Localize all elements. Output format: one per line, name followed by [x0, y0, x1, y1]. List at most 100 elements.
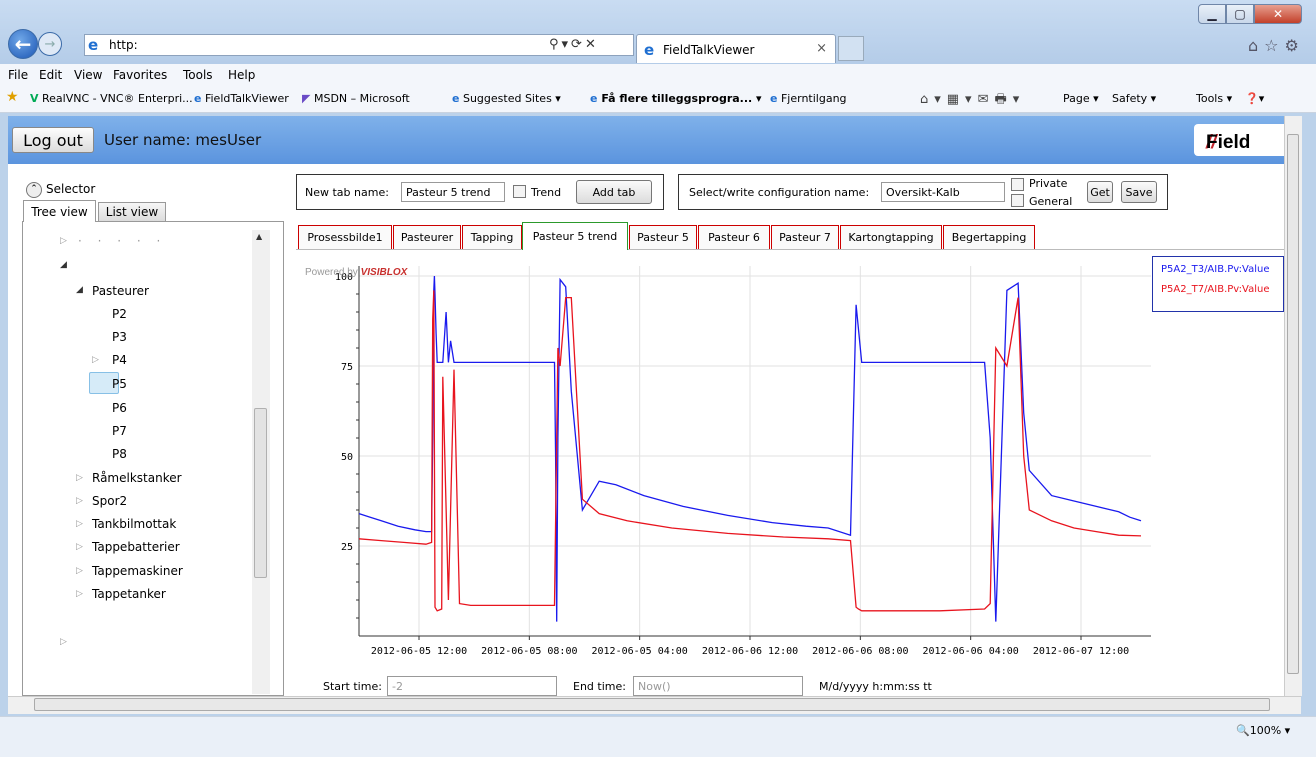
tree-node-partial: · · · · ·: [78, 234, 167, 248]
save-button[interactable]: Save: [1121, 181, 1157, 203]
get-button[interactable]: Get: [1087, 181, 1113, 203]
expand-arrow-icon[interactable]: ▷: [76, 566, 83, 576]
address-url[interactable]: http:: [109, 38, 138, 52]
tree-node-ramelkstanker[interactable]: Råmelkstanker: [92, 471, 182, 485]
expand-arrow-icon[interactable]: ▷: [76, 519, 83, 529]
tab-tree-view[interactable]: Tree view: [23, 200, 96, 222]
collapse-arrow-icon[interactable]: ◢: [76, 285, 83, 295]
page-menu[interactable]: Page ▾: [1063, 92, 1099, 105]
minimize-icon[interactable]: ▁: [1198, 4, 1226, 24]
y-tick-label: 100: [335, 272, 353, 283]
msdn-icon: ◤: [302, 92, 311, 105]
tab-pasteur-5-trend[interactable]: Pasteur 5 trend: [522, 222, 628, 250]
trend-label: Trend: [531, 186, 562, 199]
private-checkbox[interactable]: [1011, 178, 1024, 191]
favorite-link[interactable]: e Få flere tilleggsprogra... ▾: [590, 92, 762, 105]
time-format-hint: M/d/yyyy h:mm:ss tt: [819, 680, 932, 693]
expand-arrow-icon[interactable]: ▷: [76, 473, 83, 483]
general-checkbox[interactable]: [1011, 194, 1024, 207]
tab-kartongtapping[interactable]: Kartongtapping: [840, 225, 942, 249]
expand-arrow-icon[interactable]: ▷: [60, 637, 67, 647]
forward-arrow-icon[interactable]: →: [38, 32, 62, 56]
favorite-link[interactable]: e Suggested Sites ▾: [452, 92, 561, 105]
back-arrow-icon[interactable]: ←: [8, 29, 38, 59]
tree-node-p8[interactable]: P8: [112, 447, 127, 461]
tree-node-p2[interactable]: P2: [112, 307, 127, 321]
help-menu[interactable]: ❓▾: [1245, 92, 1265, 105]
favorites-star-icon[interactable]: ★: [6, 89, 19, 105]
favorite-link[interactable]: V RealVNC - VNC® Enterpri...: [30, 92, 193, 105]
end-time-input[interactable]: Now(): [633, 676, 803, 696]
menu-favorites[interactable]: Favorites: [113, 68, 168, 82]
menu-help[interactable]: Help: [228, 68, 256, 82]
tree-node-tappebatterier[interactable]: Tappebatterier: [92, 540, 180, 554]
expand-arrow-icon[interactable]: ▷: [76, 589, 83, 599]
menu-edit[interactable]: Edit: [39, 68, 63, 82]
chart-background: [299, 256, 1151, 676]
tree-view: [22, 221, 284, 696]
tree-node-tappemaskiner[interactable]: Tappemaskiner: [92, 564, 183, 578]
home-favorites-settings-icons[interactable]: ⌂☆⚙: [1248, 36, 1305, 55]
tree-node-tappetanker[interactable]: Tappetanker: [92, 587, 166, 601]
tree-node-pasteurer[interactable]: Pasteurer: [92, 284, 149, 298]
trend-checkbox[interactable]: [513, 185, 526, 198]
configuration-name-input[interactable]: Oversikt-Kalb: [881, 182, 1005, 202]
expand-arrow-icon[interactable]: ▷: [60, 236, 67, 246]
collapse-icon[interactable]: ⌃: [26, 182, 42, 198]
zoom-level[interactable]: 🔍100% ▾: [1236, 724, 1291, 737]
tree-node-p4[interactable]: P4: [112, 353, 127, 367]
tab-pasteur-5[interactable]: Pasteur 5: [629, 225, 697, 249]
chart-watermark: Powered by VISIBLOX: [305, 267, 409, 278]
start-time-input[interactable]: -2: [387, 676, 557, 696]
new-tab-label: New tab name:: [305, 186, 389, 199]
page-vertical-scroll-thumb[interactable]: [1287, 134, 1299, 674]
tab-pasteurer[interactable]: Pasteurer: [393, 225, 461, 249]
tools-menu[interactable]: Tools ▾: [1196, 92, 1233, 105]
address-tools-icon[interactable]: ⚲▾⟳✕: [549, 37, 599, 52]
configuration-label: Select/write configuration name:: [689, 186, 870, 199]
browser-tab[interactable]: e FieldTalkViewer ×: [636, 34, 836, 63]
status-bar: [0, 716, 1316, 757]
tab-prosessbilde1[interactable]: Prosessbilde1: [298, 225, 392, 249]
logout-button[interactable]: Log out: [12, 127, 94, 153]
tab-pasteur-6[interactable]: Pasteur 6: [698, 225, 770, 249]
new-tab-name-input[interactable]: Pasteur 5 trend: [401, 182, 505, 202]
command-icons[interactable]: ⌂▾▦▾✉🖶▾: [920, 92, 1026, 107]
tree-scroll-thumb[interactable]: [254, 408, 267, 578]
menu-view[interactable]: View: [74, 68, 103, 82]
favorite-link[interactable]: e FieldTalkViewer: [194, 92, 289, 105]
scroll-up-icon[interactable]: ▲: [256, 232, 263, 241]
close-window-icon[interactable]: ✕: [1254, 4, 1302, 24]
favorite-link[interactable]: e Fjerntilgang: [770, 92, 847, 105]
maximize-icon[interactable]: ▢: [1226, 4, 1254, 24]
address-bar[interactable]: e http: ⚲▾⟳✕: [84, 34, 634, 56]
expand-arrow-icon[interactable]: ▷: [76, 542, 83, 552]
add-tab-button[interactable]: Add tab: [576, 180, 652, 204]
favorite-label: Suggested Sites ▾: [462, 92, 561, 105]
new-tab-button[interactable]: [838, 36, 864, 61]
tab-pasteur-7[interactable]: Pasteur 7: [771, 225, 839, 249]
y-tick-label: 75: [341, 362, 353, 373]
menu-tools[interactable]: Tools: [183, 68, 213, 82]
tab-tapping[interactable]: Tapping: [462, 225, 522, 249]
y-tick-label: 50: [341, 452, 353, 463]
favorite-link[interactable]: ◤ MSDN – Microsoft: [302, 92, 410, 105]
tab-list-view[interactable]: List view: [98, 202, 166, 222]
tab-begertapping[interactable]: Begertapping: [943, 225, 1035, 249]
menu-file[interactable]: File: [8, 68, 29, 82]
expand-arrow-icon[interactable]: ▷: [92, 355, 99, 365]
tree-node-tankbilmottak[interactable]: Tankbilmottak: [92, 517, 177, 531]
close-tab-icon[interactable]: ×: [816, 41, 827, 56]
start-time-label: Start time:: [323, 680, 382, 693]
page-horizontal-scroll-thumb[interactable]: [34, 698, 1270, 711]
tree-node-p5[interactable]: P5: [112, 377, 127, 391]
expand-arrow-icon[interactable]: ▷: [76, 496, 83, 506]
x-tick-label: 2012-06-07 12:00: [1033, 646, 1129, 657]
collapse-arrow-icon[interactable]: ◢: [60, 260, 67, 270]
tree-node-p7[interactable]: P7: [112, 424, 127, 438]
tree-node-p3[interactable]: P3: [112, 330, 127, 344]
tree-node-p6[interactable]: P6: [112, 401, 127, 415]
chart-legend: P5A2_T3/AIB.Pv:Value P5A2_T7/AIB.Pv:Valu…: [1152, 256, 1284, 312]
safety-menu[interactable]: Safety ▾: [1112, 92, 1157, 105]
tree-node-spor2[interactable]: Spor2: [92, 494, 128, 508]
